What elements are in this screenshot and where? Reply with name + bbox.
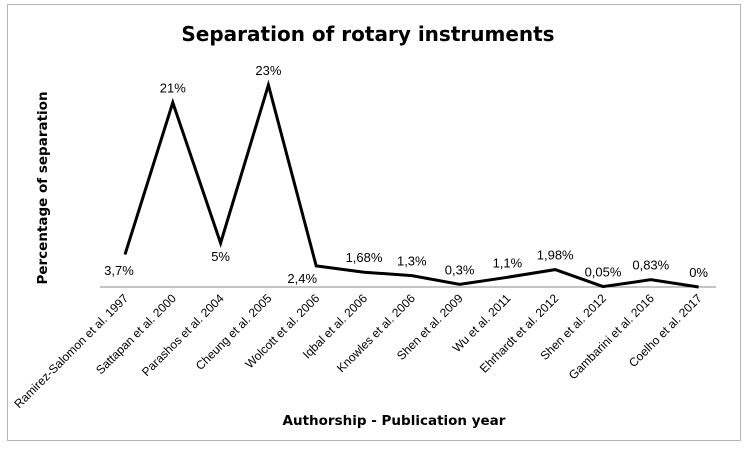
chart-title: Separation of rotary instruments [181,22,554,46]
data-label: 23% [255,63,281,78]
data-label: 5% [211,249,230,264]
data-label: 1,98% [537,248,574,263]
data-label: 1,68% [346,250,383,265]
y-axis-title: Percentage of separation [35,91,51,284]
data-label: 1,3% [397,254,427,269]
data-label: 1,1% [493,255,523,270]
x-tick-label: Parashos et al. 2004 [139,291,227,379]
x-tick-label: Sattapan et al. 2000 [93,291,179,377]
x-tick-label: Ehrhardt et al. 2012 [477,291,562,376]
x-axis-title: Authorship - Publication year [283,413,506,429]
series-line [123,79,699,289]
data-label: 0% [689,265,708,280]
data-label: 0,83% [632,258,669,273]
data-label: 2,4% [287,271,317,286]
data-label: 3,7% [104,263,134,278]
data-label: 0,3% [445,262,475,277]
data-label: 21% [160,81,186,96]
data-labels: 3,7% 21% 5% 23% 2,4% 1,68% 1,3% 0,3% 1,1% 1,98% 0,… [104,63,708,286]
chart-frame [7,4,741,441]
x-tick-label: Gambarini et al. 2016 [566,291,657,382]
data-label: 0,05% [585,265,622,280]
